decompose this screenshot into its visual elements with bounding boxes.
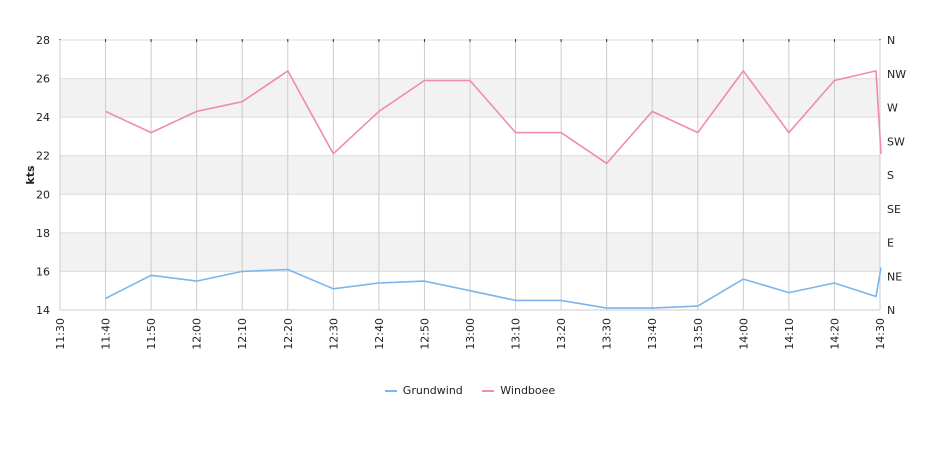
x-tick-label: 13:00 (464, 318, 477, 350)
direction-tick-label: W (887, 102, 898, 115)
x-tick-label: 13:30 (601, 318, 614, 350)
direction-tick-label: NW (887, 68, 906, 81)
direction-tick-label: NE (887, 270, 902, 283)
direction-tick-label: S (887, 169, 894, 182)
x-tick-label: 11:40 (100, 318, 113, 350)
x-tick-label: 11:30 (54, 318, 67, 350)
y-tick-label: 26 (36, 73, 50, 86)
direction-tick-label: SE (887, 203, 901, 216)
legend: Grundwind Windboee (0, 384, 940, 397)
x-tick-label: 13:40 (646, 318, 659, 350)
series-line-grundwind (105, 267, 882, 309)
series-line-windboee (105, 70, 882, 165)
y-axis-right-direction: N NE E SE S SW W NW N (887, 34, 906, 317)
grid-lines (59, 39, 881, 311)
x-tick-label: 13:20 (555, 318, 568, 350)
x-tick-label: 14:00 (737, 318, 750, 350)
legend-swatch-windboee (482, 390, 495, 392)
x-tick-label: 13:10 (510, 318, 523, 350)
legend-item-windboee[interactable]: Windboee (482, 384, 555, 397)
y-tick-label: 22 (36, 150, 50, 163)
y-axis-left: 14 16 18 20 22 24 26 28 (36, 34, 50, 317)
y-tick-label: 28 (36, 34, 50, 47)
x-tick-label: 12:10 (236, 318, 249, 350)
y-axis-label: kts (24, 165, 37, 185)
x-tick-label: 13:50 (692, 318, 705, 350)
y-tick-label: 16 (36, 265, 50, 278)
legend-item-grundwind[interactable]: Grundwind (384, 384, 463, 397)
x-tick-label: 12:50 (418, 318, 431, 350)
x-axis: 11:30 11:40 11:50 12:00 12:10 12:20 12:30 12:40… (54, 318, 887, 350)
x-tick-label: 12:00 (191, 318, 204, 350)
series-group (105, 70, 882, 309)
legend-label-windboee: Windboee (500, 384, 556, 397)
x-tick-label: 12:20 (282, 318, 295, 350)
direction-tick-label: N (887, 304, 895, 317)
y-tick-label: 24 (36, 111, 50, 124)
direction-tick-label: N (887, 34, 895, 47)
x-tick-label: 12:30 (327, 318, 340, 350)
y-tick-label: 14 (36, 304, 50, 317)
y-tick-label: 18 (36, 227, 50, 240)
direction-tick-label: SW (887, 135, 905, 148)
direction-tick-label: E (887, 237, 894, 250)
y-tick-label: 20 (36, 188, 50, 201)
x-tick-label: 14:10 (783, 318, 796, 350)
x-tick-label: 11:50 (145, 318, 158, 350)
x-tick-label: 14:30 (874, 318, 887, 350)
legend-label-grundwind: Grundwind (402, 384, 463, 397)
x-tick-label: 14:20 (828, 318, 841, 350)
x-tick-label: 12:40 (373, 318, 386, 350)
legend-swatch-grundwind (384, 390, 397, 392)
